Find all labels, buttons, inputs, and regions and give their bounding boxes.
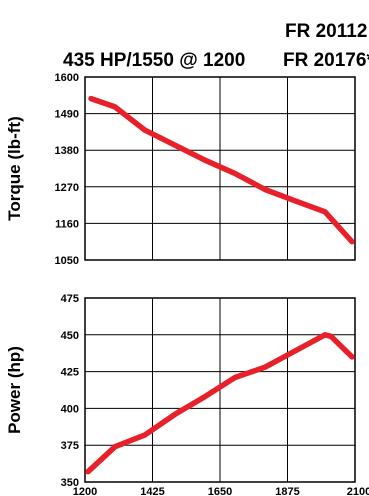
model-number-secondary: FR 20176*	[283, 50, 369, 71]
torque-y-tick-label: 1160	[55, 218, 79, 230]
torque-y-tick-label: 1490	[55, 109, 79, 121]
power-x-tick-label: 2100	[347, 486, 369, 496]
torque-chart: 1050 1160 1270 1380 1490 1600 Torque (lb-ft)	[5, 72, 356, 267]
torque-y-tick-label: 1380	[55, 145, 79, 157]
power-y-tick-label: 400	[61, 403, 79, 415]
power-series-line	[85, 332, 355, 475]
power-plot-frame	[84, 297, 356, 483]
power-x-tick-label: 1425	[140, 486, 164, 496]
power-x-tick-label: 1200	[73, 486, 97, 496]
power-y-tick-label: 450	[61, 330, 79, 342]
power-y-tick-label: 475	[61, 293, 79, 305]
power-y-tick-label: 350	[61, 477, 79, 489]
torque-y-tick-label: 1270	[55, 182, 79, 194]
torque-series-line	[88, 95, 355, 245]
model-number-primary: FR 20112	[285, 21, 367, 42]
power-y-tick-label: 425	[61, 367, 79, 379]
power-chart: 350 375 400 425 450 475 1200 1425 1650 1875 2100 Po…	[5, 293, 369, 496]
power-x-tick-label: 1875	[275, 486, 299, 496]
torque-y-tick-label: 1050	[55, 255, 79, 267]
power-x-tick-label: 1650	[208, 486, 232, 496]
torque-y-tick-label: 1600	[55, 72, 79, 84]
power-y-tick-label: 375	[61, 440, 79, 452]
torque-y-axis-label: Torque (lb-ft)	[5, 116, 24, 220]
power-y-axis-label: Power (hp)	[5, 346, 24, 434]
torque-plot-frame	[84, 76, 356, 261]
rating-label: 435 HP/1550 @ 1200	[63, 50, 245, 71]
